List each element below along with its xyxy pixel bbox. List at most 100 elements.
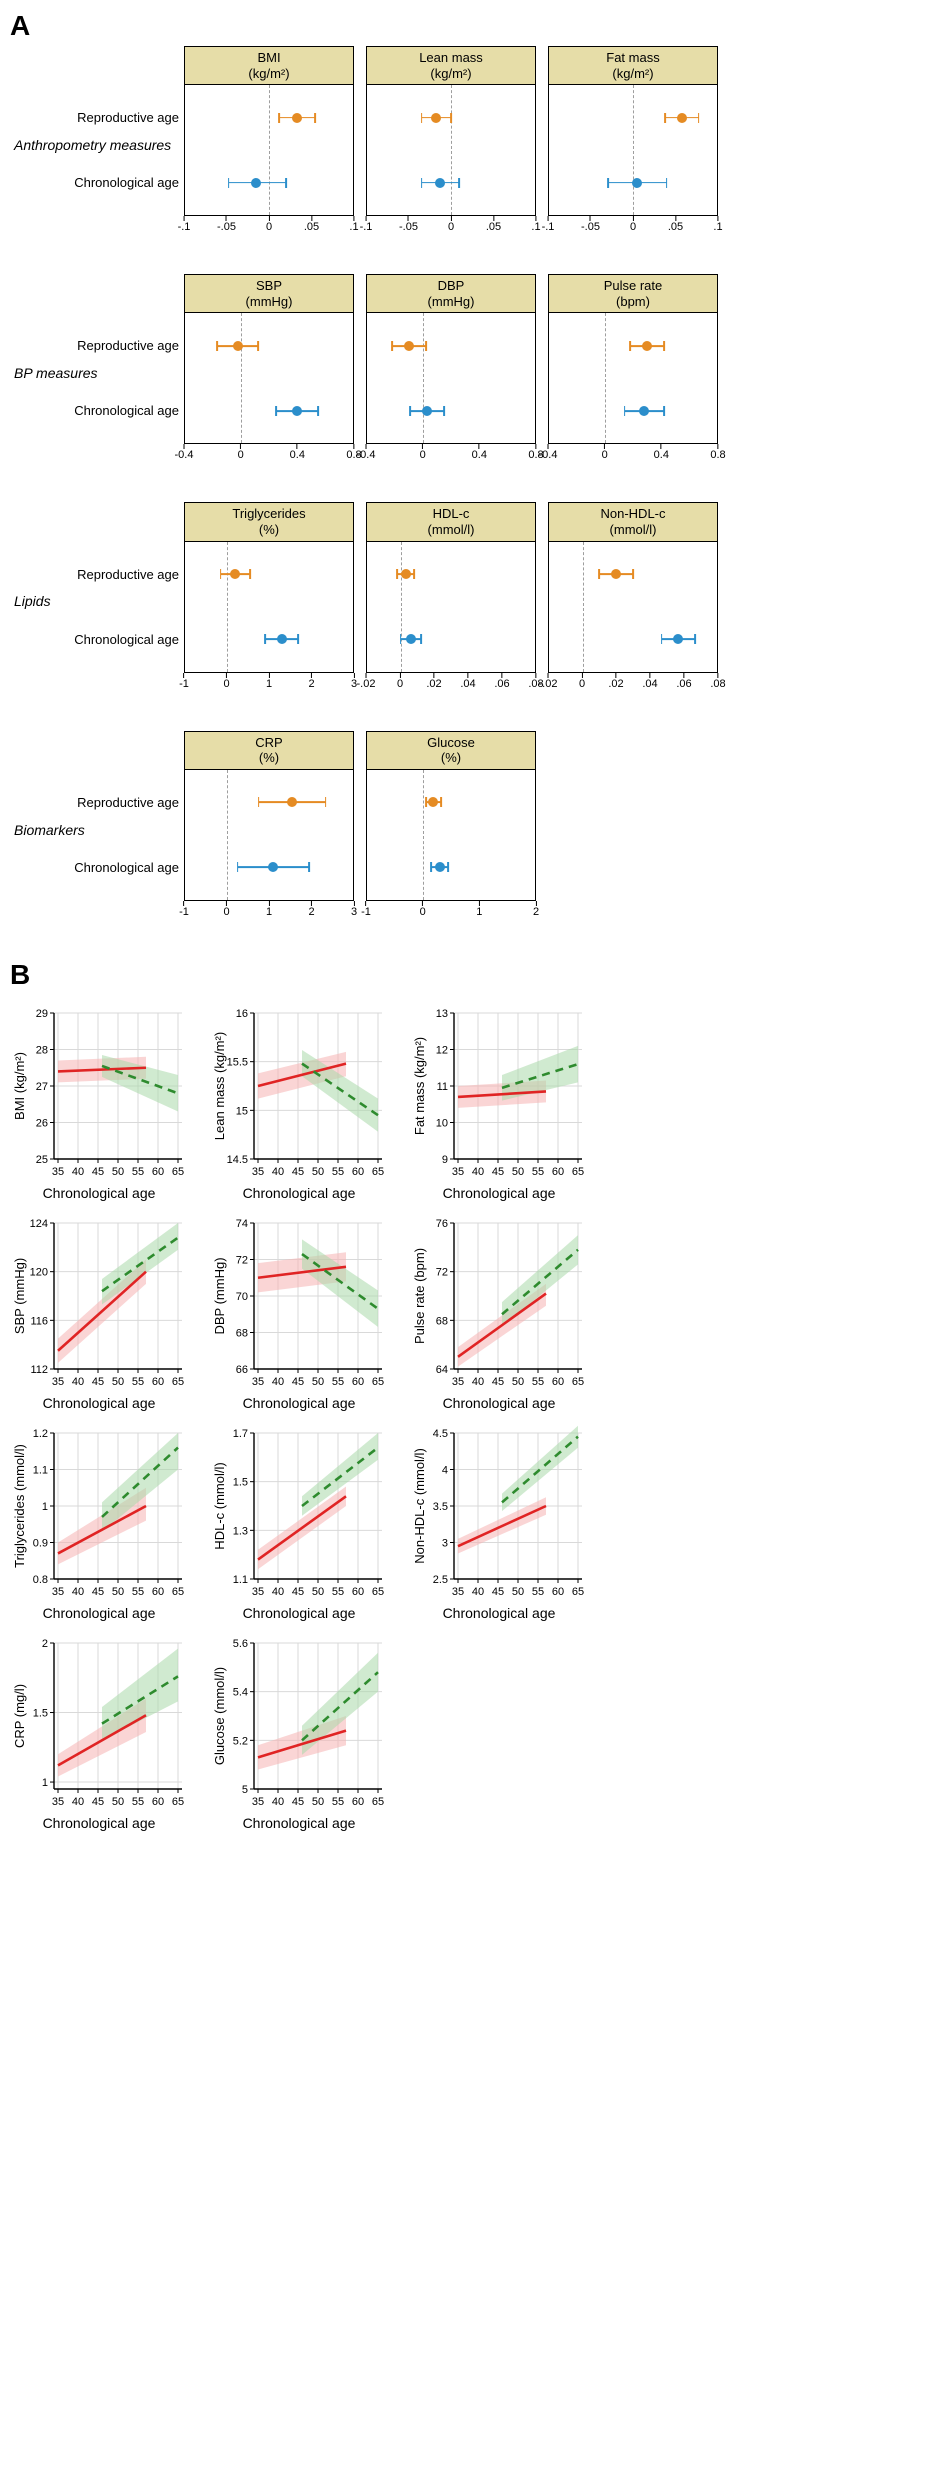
tick-label: 65: [172, 1166, 184, 1178]
tick: 0: [238, 444, 244, 461]
forest-plot: Lean mass(kg/m²)-.1-.050.05.1: [366, 46, 536, 244]
tick: .05: [304, 216, 319, 233]
tick-label: 50: [312, 1376, 324, 1388]
tick-label: 2.5: [433, 1574, 448, 1586]
x-axis: -10123: [184, 901, 354, 929]
series-label: Reproductive age: [77, 338, 179, 353]
x-axis-label: Chronological age: [210, 1395, 388, 1411]
line-plot: 91011121335404550556065Fat mass (kg/m²)C…: [410, 1005, 588, 1201]
tick-label: 15.5: [227, 1056, 248, 1068]
y-axis-label: SBP (mmHg): [12, 1258, 27, 1334]
forest-body: Reproductive ageChronological age: [184, 313, 354, 444]
tick-label: 60: [352, 1796, 364, 1808]
tick-label: 35: [452, 1376, 464, 1388]
tick-label: 55: [132, 1166, 144, 1178]
tick-label: 68: [236, 1327, 248, 1339]
tick-label: 55: [332, 1376, 344, 1388]
line-plot-svg: 1.11.31.51.735404550556065HDL-c (mmol/l): [210, 1425, 388, 1603]
tick: 1: [476, 901, 482, 918]
ci-cap: [664, 113, 666, 123]
ci-cap: [249, 569, 251, 579]
tick: 2: [533, 901, 539, 918]
forest-header: BMI(kg/m²): [184, 46, 354, 85]
tick-label: 28: [36, 1044, 48, 1056]
tick: 0: [223, 901, 229, 918]
tick-label: 66: [236, 1364, 248, 1376]
ci-cap: [216, 341, 218, 351]
group-label: Biomarkers: [10, 822, 184, 838]
tick: -.05: [399, 216, 418, 233]
tick-label: 0.8: [33, 1574, 48, 1586]
ci-cap: [447, 862, 449, 872]
tick: -.05: [217, 216, 236, 233]
tick: -.05: [581, 216, 600, 233]
forest-plot: Glucose(%)-1012: [366, 731, 536, 929]
tick: 0.4: [654, 444, 669, 461]
ci-cap: [237, 862, 239, 872]
point-estimate: [435, 862, 445, 872]
tick-label: 60: [352, 1166, 364, 1178]
lineplot-row: 252627282935404550556065BMI (kg/m²)Chron…: [10, 1005, 918, 1201]
ci-cap: [607, 178, 609, 188]
line-plot: 11211612012435404550556065SBP (mmHg)Chro…: [10, 1215, 188, 1411]
line-plot: 6468727635404550556065Pulse rate (bpm)Ch…: [410, 1215, 588, 1411]
panel-a: Anthropometry measuresBMI(kg/m²)Reproduc…: [10, 46, 918, 929]
line-plot: 11.5235404550556065CRP (mg/l)Chronologic…: [10, 1635, 188, 1831]
series-label: Chronological age: [74, 403, 179, 418]
tick-label: 45: [92, 1376, 104, 1388]
tick: 2: [308, 901, 314, 918]
tick-label: 45: [492, 1586, 504, 1598]
tick: 1: [266, 901, 272, 918]
tick-label: 45: [292, 1376, 304, 1388]
x-axis: -0.400.40.8: [184, 444, 354, 472]
ci-cap: [258, 797, 260, 807]
tick-label: 35: [252, 1796, 264, 1808]
tick-label: 35: [452, 1166, 464, 1178]
tick-label: 50: [112, 1796, 124, 1808]
tick-label: 14.5: [227, 1154, 248, 1166]
series-label: Reproductive age: [77, 795, 179, 810]
tick-label: 0.9: [33, 1537, 48, 1549]
tick-label: 9: [442, 1154, 448, 1166]
tick-label: 65: [372, 1376, 384, 1388]
forest-row-group: BP measuresSBP(mmHg)Reproductive ageChro…: [10, 274, 918, 472]
ci-cap: [430, 862, 432, 872]
tick-label: 12: [436, 1044, 448, 1056]
tick-label: 55: [332, 1586, 344, 1598]
tick: -0.4: [539, 444, 558, 461]
point-estimate: [251, 178, 261, 188]
ci-cap: [632, 569, 634, 579]
tick-label: 11: [437, 1081, 448, 1093]
forest-body: [548, 542, 718, 673]
tick-label: 76: [436, 1218, 448, 1230]
tick-label: 40: [72, 1796, 84, 1808]
tick-label: 5.2: [233, 1735, 248, 1747]
tick-label: 65: [172, 1376, 184, 1388]
tick-label: 70: [236, 1291, 248, 1303]
tick: .05: [486, 216, 501, 233]
forest-series: Chronological age: [185, 378, 353, 443]
forest-series: Chronological age: [185, 835, 353, 900]
group-label: BP measures: [10, 365, 184, 381]
forest-header: HDL-c(mmol/l): [366, 502, 536, 541]
tick-label: 65: [372, 1586, 384, 1598]
ci-cap: [278, 113, 280, 123]
tick: .04: [460, 673, 475, 690]
tick-label: 50: [112, 1586, 124, 1598]
forest-series: [367, 542, 535, 607]
forest-row-group: Anthropometry measuresBMI(kg/m²)Reproduc…: [10, 46, 918, 244]
tick-label: 60: [152, 1376, 164, 1388]
line-plot-svg: 11.5235404550556065CRP (mg/l): [10, 1635, 188, 1813]
tick-label: 55: [332, 1796, 344, 1808]
x-axis: -.020.02.04.06.08: [366, 673, 536, 701]
tick-label: 35: [452, 1586, 464, 1598]
ci-cap: [420, 634, 422, 644]
ci-cap: [409, 406, 411, 416]
tick-label: 50: [312, 1166, 324, 1178]
line-plot: 14.51515.51635404550556065Lean mass (kg/…: [210, 1005, 388, 1201]
tick: 0: [579, 673, 585, 690]
tick: 0.4: [472, 444, 487, 461]
forest-header: Glucose(%): [366, 731, 536, 770]
x-axis-label: Chronological age: [410, 1395, 588, 1411]
tick-label: 45: [292, 1586, 304, 1598]
